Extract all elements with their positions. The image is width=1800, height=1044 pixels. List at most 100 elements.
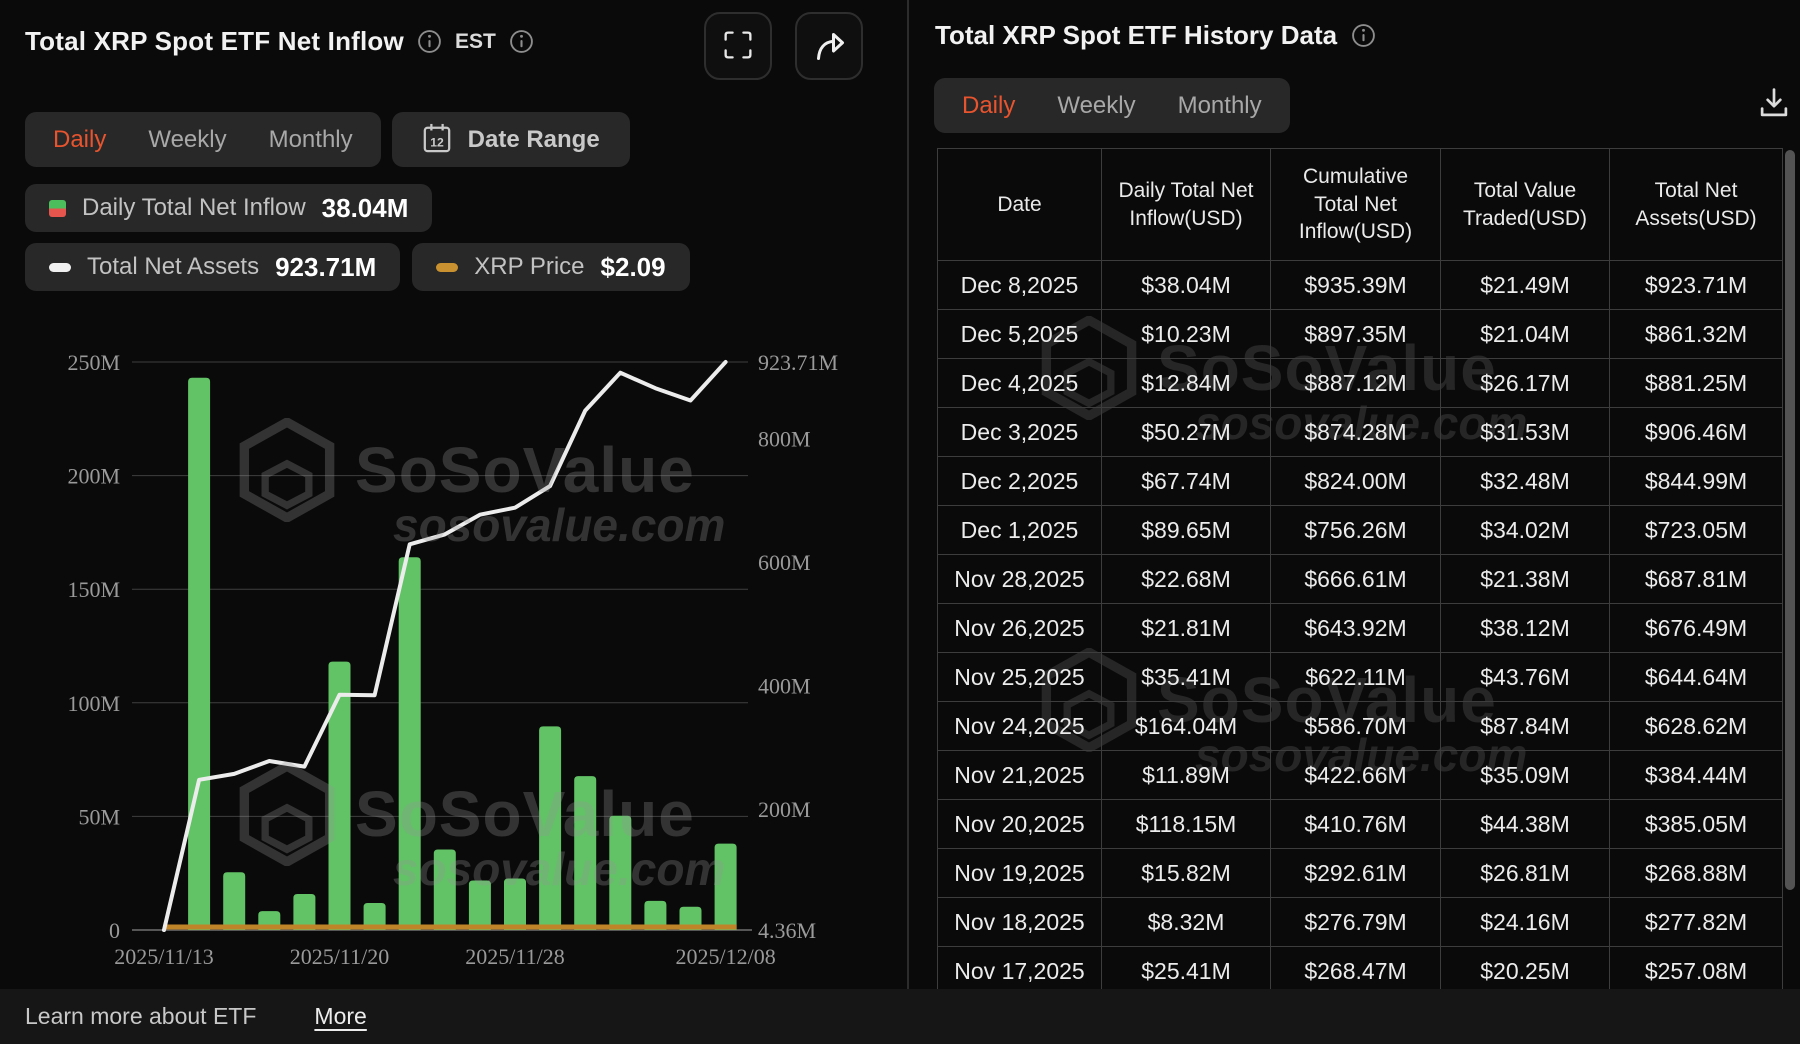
value-cell: $887.12M: [1270, 358, 1441, 409]
value-cell: $15.82M: [1101, 848, 1271, 899]
value-cell: $43.76M: [1440, 652, 1610, 703]
value-cell: $38.04M: [1101, 260, 1271, 311]
svg-text:150M: 150M: [67, 577, 120, 602]
table-row[interactable]: Nov 18,2025 $8.32M $276.79M $24.16M $277.82M: [937, 897, 1783, 948]
tab-monthly[interactable]: Monthly: [1177, 91, 1262, 119]
value-cell: $31.53M: [1440, 407, 1610, 458]
share-icon: [811, 27, 847, 66]
legend-total-net-assets[interactable]: Total Net Assets 923.71M: [25, 243, 401, 291]
value-cell: $89.65M: [1101, 505, 1271, 556]
page-title: Total XRP Spot ETF Net Inflow: [25, 26, 404, 56]
tab-monthly[interactable]: Monthly: [268, 125, 353, 153]
value-cell: $21.04M: [1440, 309, 1610, 360]
value-cell: $11.89M: [1101, 750, 1271, 801]
table-row[interactable]: Nov 25,2025 $35.41M $622.11M $43.76M $644.64…: [937, 652, 1783, 703]
value-cell: $257.08M: [1609, 946, 1783, 989]
value-cell: $628.62M: [1609, 701, 1783, 752]
info-icon[interactable]: [509, 29, 534, 54]
svg-text:200M: 200M: [758, 797, 811, 822]
value-cell: $35.09M: [1440, 750, 1610, 801]
value-cell: $67.74M: [1101, 456, 1271, 507]
table-row[interactable]: Nov 26,2025 $21.81M $643.92M $38.12M $676.49…: [937, 603, 1783, 654]
legend-daily-net-inflow[interactable]: Daily Total Net Inflow 38.04M: [25, 184, 433, 232]
date-range-label: Date Range: [467, 125, 600, 153]
date-cell: Nov 17,2025: [937, 946, 1102, 989]
table-header-row: Date Daily Total Net Inflow(USD) Cumulativ…: [937, 148, 1783, 262]
value-cell: $44.38M: [1440, 799, 1610, 850]
value-cell: $21.81M: [1101, 603, 1271, 654]
value-cell: $384.44M: [1609, 750, 1783, 801]
legend-value: 923.71M: [275, 251, 377, 282]
net-inflow-chart[interactable]: 250M 200M 150M 100M 50M 0 923.71M 800M 600M 400M 2…: [0, 0, 907, 989]
date-cell: Nov 18,2025: [937, 897, 1102, 948]
legend-xrp-price[interactable]: XRP Price $2.09: [412, 243, 690, 291]
value-cell: $118.15M: [1101, 799, 1271, 850]
date-cell: Dec 3,2025: [937, 407, 1102, 458]
date-cell: Dec 2,2025: [937, 456, 1102, 507]
tab-daily[interactable]: Daily: [962, 91, 1016, 119]
value-cell: $268.88M: [1609, 848, 1783, 899]
value-cell: $410.76M: [1270, 799, 1441, 850]
table-row[interactable]: Nov 20,2025 $118.15M $410.76M $44.38M $385.0…: [937, 799, 1783, 850]
value-cell: $12.84M: [1101, 358, 1271, 409]
table-row[interactable]: Dec 3,2025 $50.27M $874.28M $31.53M $906.46M: [937, 407, 1783, 458]
value-cell: $897.35M: [1270, 309, 1441, 360]
table-row[interactable]: Dec 4,2025 $12.84M $887.12M $26.17M $881.25M: [937, 358, 1783, 409]
calendar-icon: 12: [422, 122, 452, 157]
table-row[interactable]: Dec 1,2025 $89.65M $756.26M $34.02M $723.05M: [937, 505, 1783, 556]
fullscreen-button[interactable]: [704, 12, 772, 80]
column-header: Total Value Traded(USD): [1440, 148, 1610, 262]
value-cell: $723.05M: [1609, 505, 1783, 556]
table-row[interactable]: Dec 5,2025 $10.23M $897.35M $21.04M $861.32M: [937, 309, 1783, 360]
footer: Learn more about ETF More: [0, 989, 1800, 1044]
date-cell: Nov 24,2025: [937, 701, 1102, 752]
legend-value: $2.09: [600, 251, 666, 282]
value-cell: $276.79M: [1270, 897, 1441, 948]
date-range-button[interactable]: 12 Date Range: [391, 112, 630, 167]
table-row[interactable]: Dec 2,2025 $67.74M $824.00M $32.48M $844.99M: [937, 456, 1783, 507]
share-button[interactable]: [795, 12, 863, 80]
value-cell: $25.41M: [1101, 946, 1271, 989]
value-cell: $26.81M: [1440, 848, 1610, 899]
table-row[interactable]: Nov 28,2025 $22.68M $666.61M $21.38M $687.81…: [937, 554, 1783, 605]
info-icon[interactable]: [417, 29, 442, 54]
date-cell: Dec 4,2025: [937, 358, 1102, 409]
xrp-price-legend-icon: [436, 262, 459, 272]
value-cell: $21.49M: [1440, 260, 1610, 311]
value-cell: $32.48M: [1440, 456, 1610, 507]
value-cell: $644.64M: [1609, 652, 1783, 703]
tab-weekly[interactable]: Weekly: [1057, 91, 1136, 119]
legend-row-2: Total Net Assets 923.71M XRP Price $2.09: [25, 243, 690, 291]
table-row[interactable]: Nov 21,2025 $11.89M $422.66M $35.09M $384.44…: [937, 750, 1783, 801]
value-cell: $164.04M: [1101, 701, 1271, 752]
svg-text:600M: 600M: [758, 550, 811, 575]
table-scrollbar[interactable]: [1785, 150, 1795, 890]
history-table-container[interactable]: Date Daily Total Net Inflow(USD) Cumulativ…: [937, 148, 1783, 989]
table-row[interactable]: Nov 19,2025 $15.82M $292.61M $26.81M $268.88…: [937, 848, 1783, 899]
download-button[interactable]: [1752, 82, 1796, 126]
table-row[interactable]: Dec 8,2025 $38.04M $935.39M $21.49M $923.71M: [937, 260, 1783, 311]
svg-text:250M: 250M: [67, 350, 120, 375]
value-cell: $277.82M: [1609, 897, 1783, 948]
tab-daily[interactable]: Daily: [53, 125, 107, 153]
value-cell: $21.38M: [1440, 554, 1610, 605]
svg-text:2025/11/13: 2025/11/13: [114, 944, 213, 969]
date-cell: Nov 21,2025: [937, 750, 1102, 801]
value-cell: $643.92M: [1270, 603, 1441, 654]
value-cell: $38.12M: [1440, 603, 1610, 654]
footer-text: Learn more about ETF: [25, 1003, 257, 1029]
value-cell: $50.27M: [1101, 407, 1271, 458]
svg-text:2025/11/28: 2025/11/28: [465, 944, 564, 969]
value-cell: $923.71M: [1609, 260, 1783, 311]
tab-weekly[interactable]: Weekly: [148, 125, 227, 153]
history-data-header: Total XRP Spot ETF History Data: [935, 20, 1376, 51]
table-row[interactable]: Nov 24,2025 $164.04M $586.70M $87.84M $628.6…: [937, 701, 1783, 752]
table-row[interactable]: Nov 17,2025 $25.41M $268.47M $20.25M $257.08…: [937, 946, 1783, 989]
info-icon[interactable]: [1351, 23, 1376, 48]
legend-label: Daily Total Net Inflow: [82, 194, 306, 221]
legend-row-1: Daily Total Net Inflow 38.04M: [25, 184, 433, 232]
column-header: Cumulative Total Net Inflow(USD): [1270, 148, 1441, 262]
footer-more-link[interactable]: More: [314, 1003, 367, 1029]
value-cell: $24.16M: [1440, 897, 1610, 948]
